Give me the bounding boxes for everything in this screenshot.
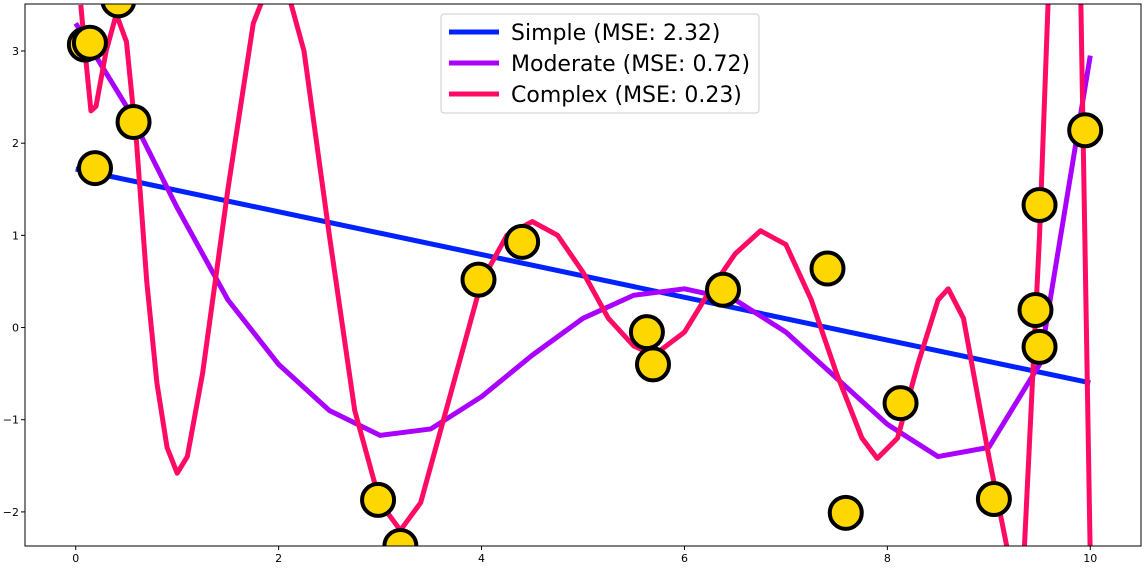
y-tick-label: 1 [12, 229, 19, 242]
x-tick-label: 10 [1083, 552, 1097, 565]
legend-label: Complex (MSE: 0.23) [511, 83, 742, 108]
data-point [827, 494, 864, 531]
data-point [975, 480, 1012, 517]
data-point [635, 346, 672, 383]
x-tick-label: 4 [478, 552, 485, 565]
data-point [77, 150, 114, 187]
axes: 0 2 4 6 8 10 −2 −1 0 1 2 3 [3, 45, 1097, 565]
data-point [100, 4, 136, 19]
y-tick-label: 0 [12, 322, 19, 335]
data-point [882, 385, 919, 422]
data-point [1067, 112, 1104, 149]
data-point [460, 261, 497, 298]
x-tick-label: 0 [72, 552, 79, 565]
x-tick-label: 8 [884, 552, 891, 565]
data-point [360, 481, 397, 518]
series-line [78, 4, 1093, 546]
legend-label: Moderate (MSE: 0.72) [511, 52, 750, 77]
data-point [1021, 328, 1058, 365]
data-point [1017, 292, 1054, 329]
plot-area [66, 4, 1104, 546]
data-point [504, 223, 541, 260]
data-point [809, 250, 846, 287]
data-point [115, 103, 152, 140]
data-point [382, 528, 419, 546]
axes-frame [24, 3, 1142, 547]
y-tick-label: 2 [12, 137, 19, 150]
x-tick-label: 6 [681, 552, 688, 565]
data-point [705, 271, 742, 308]
legend-box [440, 13, 760, 114]
x-tick-label: 2 [275, 552, 282, 565]
series-line [73, 22, 1093, 460]
data-point [71, 24, 108, 61]
y-tick-label: −1 [3, 414, 19, 427]
legend: Simple (MSE: 2.32) Moderate (MSE: 0.72) Co… [440, 13, 760, 114]
y-tick-label: 3 [12, 45, 19, 58]
legend-label: Simple (MSE: 2.32) [511, 21, 721, 46]
y-tick-label: −2 [3, 506, 19, 519]
data-point [1021, 186, 1058, 223]
data-point [628, 314, 665, 351]
